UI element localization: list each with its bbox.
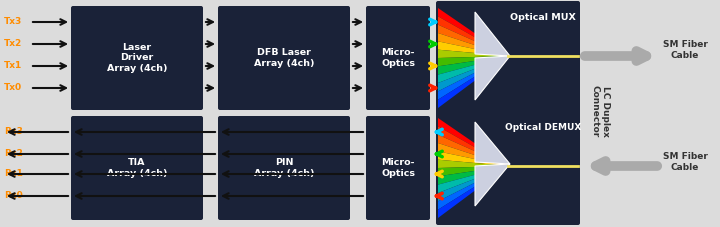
FancyBboxPatch shape	[71, 6, 203, 110]
Text: Laser
Driver
Array (4ch): Laser Driver Array (4ch)	[107, 43, 167, 73]
Polygon shape	[438, 41, 508, 56]
Polygon shape	[438, 50, 508, 58]
Polygon shape	[438, 16, 508, 56]
Polygon shape	[438, 56, 508, 91]
Text: Rx3: Rx3	[4, 128, 23, 136]
Polygon shape	[438, 33, 508, 56]
Text: Tx0: Tx0	[4, 84, 22, 92]
Polygon shape	[438, 56, 508, 100]
Polygon shape	[438, 166, 508, 218]
Text: Tx2: Tx2	[4, 39, 22, 49]
Text: Rx1: Rx1	[4, 170, 23, 178]
Polygon shape	[438, 56, 508, 75]
Text: SM Fiber
Cable: SM Fiber Cable	[662, 40, 708, 60]
Text: Micro-
Optics: Micro- Optics	[381, 158, 415, 178]
FancyBboxPatch shape	[218, 6, 350, 110]
Polygon shape	[475, 12, 510, 56]
Text: Optical MUX: Optical MUX	[510, 13, 576, 22]
Polygon shape	[438, 143, 508, 166]
Text: LC Duplex
Connector: LC Duplex Connector	[590, 85, 610, 137]
Text: Rx0: Rx0	[4, 192, 23, 200]
Text: SM Fiber
Cable: SM Fiber Cable	[662, 152, 708, 172]
Polygon shape	[438, 166, 508, 193]
Polygon shape	[475, 56, 510, 100]
Polygon shape	[438, 118, 508, 166]
Text: Tx3: Tx3	[4, 17, 22, 27]
Polygon shape	[438, 56, 508, 83]
Text: TIA
Array (4ch): TIA Array (4ch)	[107, 158, 167, 178]
Text: Optical DEMUX: Optical DEMUX	[505, 123, 581, 133]
Polygon shape	[438, 160, 508, 168]
FancyBboxPatch shape	[436, 1, 580, 225]
FancyBboxPatch shape	[366, 6, 430, 110]
Polygon shape	[438, 166, 508, 210]
Text: DFB Laser
Array (4ch): DFB Laser Array (4ch)	[253, 48, 314, 68]
Polygon shape	[438, 126, 508, 166]
FancyBboxPatch shape	[71, 116, 203, 220]
Polygon shape	[438, 166, 508, 185]
Polygon shape	[438, 151, 508, 166]
Polygon shape	[475, 122, 510, 164]
Text: Micro-
Optics: Micro- Optics	[381, 48, 415, 68]
FancyBboxPatch shape	[366, 116, 430, 220]
Text: Rx2: Rx2	[4, 150, 23, 158]
Polygon shape	[438, 25, 508, 56]
Polygon shape	[475, 164, 510, 206]
FancyBboxPatch shape	[218, 116, 350, 220]
Polygon shape	[438, 135, 508, 166]
Polygon shape	[438, 166, 508, 176]
Polygon shape	[438, 56, 508, 108]
Text: PIN
Array (4ch): PIN Array (4ch)	[253, 158, 314, 178]
Text: Tx1: Tx1	[4, 62, 22, 71]
Polygon shape	[438, 56, 508, 66]
Polygon shape	[438, 8, 508, 56]
Polygon shape	[438, 166, 508, 201]
